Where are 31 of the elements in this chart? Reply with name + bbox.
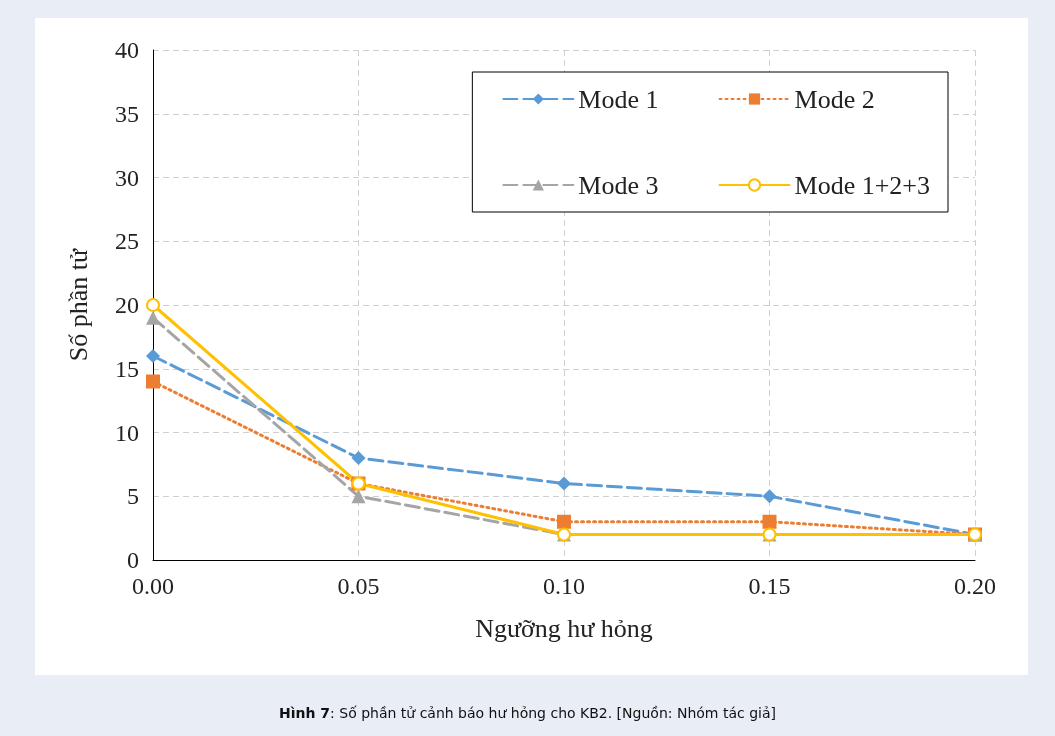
legend-label: Mode 2 [794,84,875,114]
y-tick-label: 25 [115,228,139,255]
point [557,476,571,491]
point [146,349,160,363]
x-tick-label: 0.15 [748,573,791,599]
point [351,489,366,504]
legend-label: Mode 1 [578,84,659,114]
y-tick-label: 30 [115,164,139,191]
y-tick-label: 0 [127,547,139,573]
text: Hình 7: Số phần tử cảnh báo hư hỏng cho KB2. [Nguồn: Nhóm tác giả] [279,705,776,721]
y-tick-label: 40 [115,37,139,63]
legend-label: Mode 1+2+3 [794,170,930,200]
x-tick-label: 0.10 [543,573,585,599]
x-tick-label: 0.00 [132,573,174,599]
y-tick-label: 5 [127,483,139,510]
y-tick-label: 35 [115,100,139,127]
point [146,374,160,389]
x-tick-label: 0.20 [954,573,996,599]
y-tick-label: 15 [115,355,139,382]
y-tick-label: 10 [115,419,139,446]
y-axis-title: Số phần tử [63,247,93,362]
point [762,514,777,529]
point [557,514,571,529]
y-tick-label: 20 [115,292,139,318]
point [146,298,160,312]
point [146,310,160,325]
point [351,451,366,465]
point [762,489,777,504]
x-tick-label: 0.05 [337,573,380,599]
legend-label: Mode 3 [578,170,659,200]
x-axis-title: Ngưỡng hư hỏng [475,613,653,643]
